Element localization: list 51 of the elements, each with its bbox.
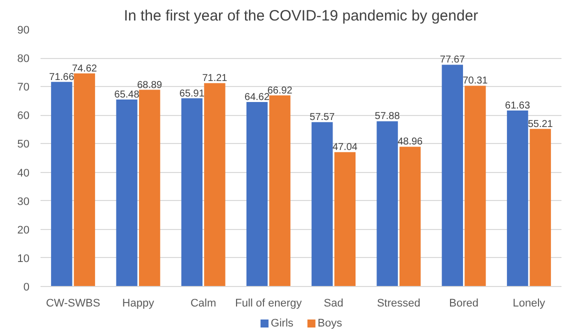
data-label: 57.88 <box>374 111 400 122</box>
bar <box>530 128 551 286</box>
bar <box>204 83 226 286</box>
x-tick-label: Stressed <box>376 298 420 310</box>
data-label: 68.89 <box>137 80 163 91</box>
data-label: 74.62 <box>72 63 98 74</box>
x-tick-label: Full of energy <box>235 298 302 310</box>
bar <box>181 98 203 286</box>
bar <box>399 146 421 286</box>
data-label: 64.62 <box>244 92 270 103</box>
bar <box>138 90 160 286</box>
legend-label: Girls <box>270 318 294 330</box>
y-tick-label: 90 <box>17 24 30 36</box>
legend-label: Boys <box>318 318 343 330</box>
y-tick-label: 0 <box>23 282 30 294</box>
data-label: 55.21 <box>528 118 554 130</box>
x-tick-label: Calm <box>190 298 216 310</box>
data-label: 61.63 <box>505 100 530 112</box>
x-tick-label: Happy <box>122 298 155 310</box>
data-label: 65.48 <box>114 90 140 101</box>
x-tick-label: Sad <box>324 298 344 310</box>
data-label: 47.04 <box>332 142 358 154</box>
bar <box>246 102 268 286</box>
x-tick-label: Bored <box>449 298 478 310</box>
x-tick-label: Lonely <box>512 298 546 310</box>
data-label: 71.66 <box>49 72 75 83</box>
y-tick-label: 30 <box>17 196 30 208</box>
y-tick-label: 50 <box>17 138 30 151</box>
bar <box>51 82 72 286</box>
y-tick-label: 20 <box>17 224 30 236</box>
bar <box>464 86 486 286</box>
y-tick-label: 60 <box>17 110 30 122</box>
bar <box>312 122 333 286</box>
data-label: 70.31 <box>462 76 488 87</box>
bar <box>116 100 138 286</box>
y-tick-label: 10 <box>17 252 30 265</box>
chart-title: In the first year of the COVID-19 pandemic by gender <box>124 8 478 24</box>
bar <box>334 152 356 286</box>
y-tick-label: 40 <box>17 167 30 180</box>
x-tick-label: CW-SWBS <box>46 298 100 310</box>
bar <box>74 73 96 286</box>
bar <box>442 64 464 286</box>
bar <box>506 110 528 286</box>
y-tick-label: 70 <box>17 82 30 94</box>
bar <box>269 95 290 286</box>
data-label: 77.67 <box>440 54 466 66</box>
data-label: 71.21 <box>202 73 228 84</box>
data-label: 57.57 <box>310 112 336 124</box>
y-tick-label: 80 <box>17 53 30 66</box>
data-label: 65.91 <box>179 88 205 100</box>
bar <box>376 121 398 286</box>
